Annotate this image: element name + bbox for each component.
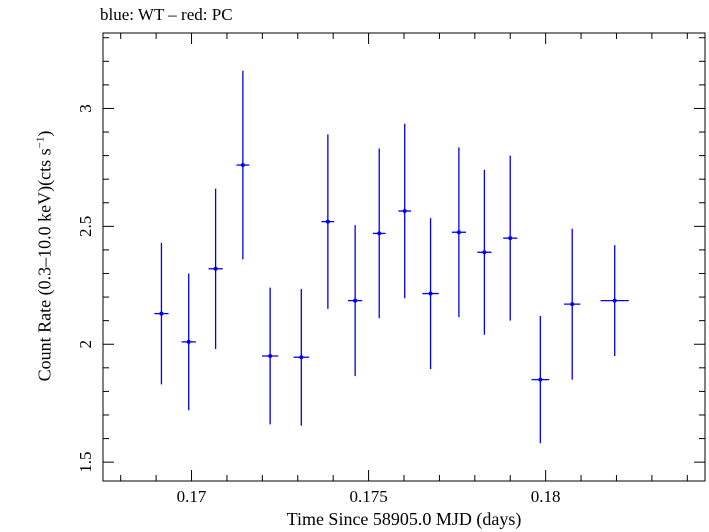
data-marker <box>402 209 407 214</box>
data-point <box>321 134 335 309</box>
y-axis-label-main: Count Rate (0.3–10.0 keV)(cts s <box>34 148 55 382</box>
data-point <box>398 123 412 299</box>
axis-ticks: 0.17 0.175 0.18 1.5 2 2.5 3 <box>76 33 705 506</box>
data-point <box>531 315 550 444</box>
data-marker <box>186 339 191 344</box>
data-marker <box>353 298 358 303</box>
x-tick-label: 0.175 <box>349 487 387 506</box>
data-marker <box>482 250 487 255</box>
data-point <box>422 218 439 369</box>
data-point <box>154 242 169 385</box>
y-tick-label: 2.5 <box>76 216 95 237</box>
y-axis-label-exponent: −1 <box>34 136 47 149</box>
data-marker <box>612 298 617 303</box>
data-points <box>154 70 629 444</box>
data-marker <box>159 311 164 316</box>
y-axis-label: Count Rate (0.3–10.0 keV)(cts s−1) <box>35 131 56 382</box>
data-marker <box>268 354 273 359</box>
y-tick-label: 2 <box>76 340 95 349</box>
data-point <box>477 169 492 335</box>
data-marker <box>456 230 461 235</box>
data-point <box>503 155 518 321</box>
data-point <box>181 273 196 411</box>
data-marker <box>377 231 382 236</box>
data-point <box>236 70 250 260</box>
data-marker <box>240 163 245 168</box>
chart-title: blue: WT – red: PC <box>100 5 233 24</box>
data-marker <box>213 266 218 271</box>
data-marker <box>538 377 543 382</box>
data-point <box>564 228 581 380</box>
data-point <box>293 288 310 426</box>
y-tick-label: 3 <box>76 104 95 113</box>
data-marker <box>299 355 304 360</box>
x-tick-label: 0.18 <box>531 487 561 506</box>
data-marker <box>570 302 575 307</box>
data-point <box>451 147 466 318</box>
data-marker <box>428 291 433 296</box>
x-axis-label: Time Since 58905.0 MJD (days) <box>286 509 522 529</box>
data-marker <box>325 219 330 224</box>
data-point <box>600 245 629 357</box>
data-point <box>208 188 223 349</box>
y-tick-label: 1.5 <box>76 452 95 473</box>
x-tick-label: 0.17 <box>177 487 207 506</box>
data-point <box>348 225 363 377</box>
data-marker <box>508 236 513 241</box>
y-axis-label-end: ) <box>34 130 55 137</box>
data-point <box>372 148 386 319</box>
data-point <box>261 287 279 425</box>
